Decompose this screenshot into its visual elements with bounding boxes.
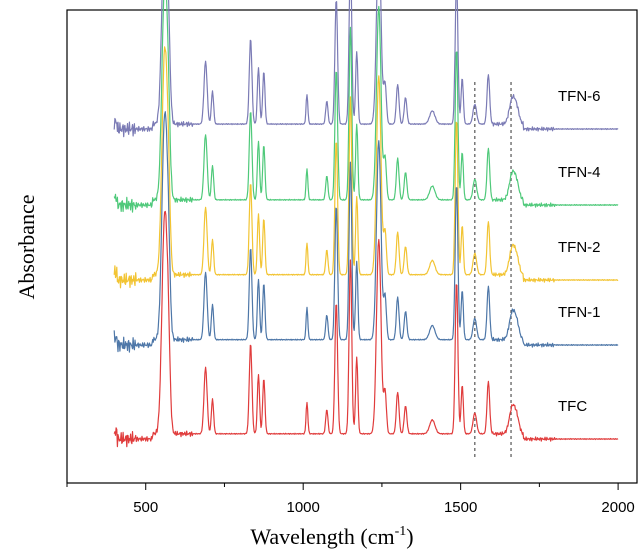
x-axis-title-suffix: ) (406, 524, 413, 549)
series-label-tfc: TFC (558, 398, 587, 415)
x-axis-title-main: Wavelength (cm (250, 524, 394, 549)
series-line-tfn-1 (113, 111, 619, 353)
series-line-tfc (113, 210, 619, 448)
series-label-tfn-6: TFN-6 (558, 88, 601, 105)
x-tick-label-1000: 1000 (287, 499, 320, 516)
x-axis-title: Wavelength (cm-1) (250, 524, 413, 549)
reference-lines (474, 82, 512, 460)
y-axis-title: Absorbance (14, 194, 39, 299)
x-axis: 500 1000 1500 2000 (66, 483, 635, 516)
series-label-tfn-2: TFN-2 (558, 239, 601, 256)
series-line-tfn-2 (113, 46, 619, 289)
series-label-tfn-4: TFN-4 (558, 164, 601, 181)
spectra (113, 0, 619, 448)
series-line-tfn-4 (113, 0, 619, 213)
series-line-tfn-6 (113, 0, 619, 138)
series-labels: TFN-6 TFN-4 TFN-2 TFN-1 TFC (558, 88, 601, 415)
x-tick-label-1500: 1500 (444, 499, 477, 516)
x-tick-label-2000: 2000 (601, 499, 634, 516)
x-tick-label-500: 500 (133, 499, 158, 516)
x-axis-title-superscript: -1 (395, 524, 407, 539)
series-label-tfn-1: TFN-1 (558, 304, 601, 321)
